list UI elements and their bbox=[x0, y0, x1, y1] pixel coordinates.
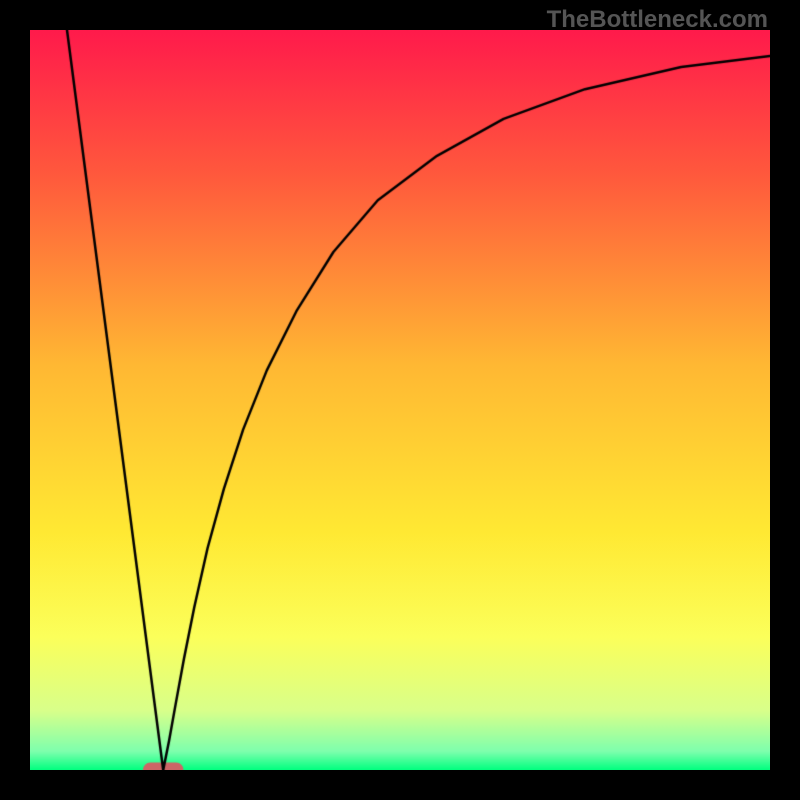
watermark-text: TheBottleneck.com bbox=[547, 6, 768, 34]
bottleneck-chart-canvas bbox=[30, 30, 770, 770]
